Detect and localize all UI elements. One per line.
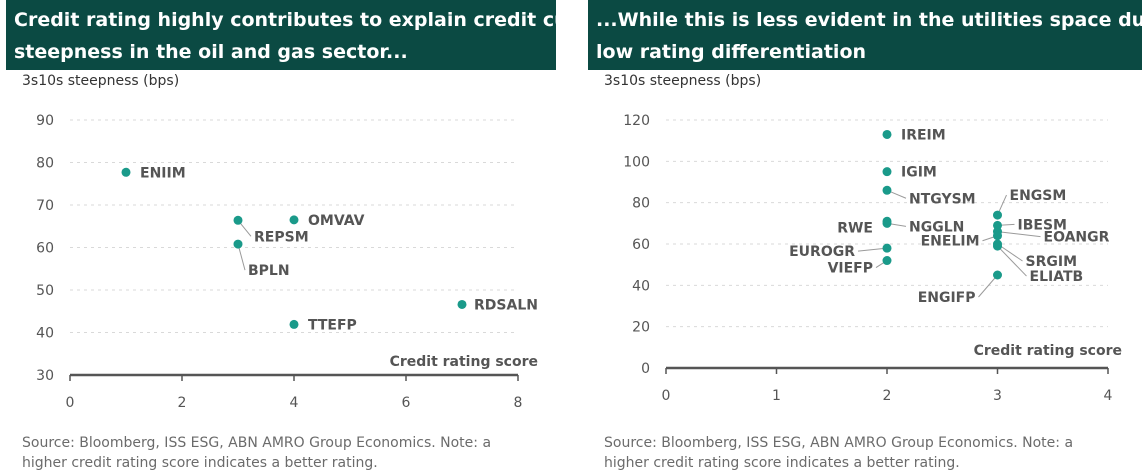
x-tick-label: 4 (1104, 388, 1113, 404)
y-axis-label: 3s10s steepness (bps) (22, 73, 180, 89)
chart-title-line-2: steepness in the oil and gas sector... (14, 41, 408, 63)
data-point-label: ENELIM (921, 234, 980, 250)
data-point-label: NGGLN (909, 219, 964, 235)
y-axis-label: 3s10s steepness (bps) (604, 73, 762, 89)
data-point-label: ENGSM (1010, 188, 1067, 204)
chart-title: Credit rating highly contributes to expl… (6, 0, 603, 70)
chart-title-line-1: ...While this is less evident in the uti… (596, 9, 1142, 31)
y-tick-label: 40 (36, 326, 54, 342)
data-point[interactable] (993, 220, 1002, 230)
data-point[interactable] (457, 299, 467, 309)
data-point-label: REPSM (254, 229, 309, 245)
data-point[interactable] (289, 319, 299, 329)
y-tick-label: 50 (36, 283, 54, 299)
utilities-panel: ...While this is less evident in the uti… (588, 0, 1142, 476)
x-axis-title: Credit rating score (974, 343, 1122, 359)
source-line-1: Source: Bloomberg, ISS ESG, ABN AMRO Gro… (604, 435, 1074, 451)
data-point-label: OMVAV (308, 213, 365, 229)
y-tick-label: 40 (632, 278, 650, 294)
x-tick-label: 2 (178, 395, 187, 411)
data-point[interactable] (289, 215, 299, 225)
data-point[interactable] (882, 218, 892, 228)
source-line-1: Source: Bloomberg, ISS ESG, ABN AMRO Gro… (22, 435, 492, 451)
x-tick-label: 1 (772, 388, 781, 404)
data-point[interactable] (882, 243, 892, 253)
data-point-label: SRGIM (1026, 254, 1078, 270)
x-tick-label: 0 (662, 388, 671, 404)
data-point-label: RDSALN (474, 297, 538, 313)
x-tick-label: 6 (402, 395, 411, 411)
y-tick-label: 70 (36, 198, 54, 214)
data-point[interactable] (882, 256, 892, 266)
y-tick-label: 80 (36, 156, 54, 172)
oil-gas-panel: Credit rating highly contributes to expl… (0, 0, 603, 476)
chart-title-line-1: Credit rating highly contributes to expl… (14, 9, 603, 31)
data-point-label: EUROGR (789, 244, 855, 260)
data-point[interactable] (882, 185, 892, 195)
x-tick-label: 3 (993, 388, 1002, 404)
leader-line (978, 274, 998, 298)
scatter-chart-oil-gas: 30 40 50 60 70 80 90 0 2 4 6 8 Credit rating score EN… (36, 113, 538, 411)
data-point-label: EOANGR (1044, 230, 1110, 246)
data-point[interactable] (233, 215, 243, 225)
data-point-label: TTEFP (308, 317, 357, 333)
y-tick-label: 80 (632, 196, 650, 212)
data-point[interactable] (993, 270, 1002, 280)
data-point-label: IGIM (901, 165, 937, 181)
y-tick-label: 60 (632, 237, 650, 253)
source-note: Source: Bloomberg, ISS ESG, ABN AMRO Gro… (604, 433, 1134, 473)
source-line-2: higher credit rating score indicates a b… (22, 455, 378, 471)
x-tick-label: 0 (66, 395, 75, 411)
x-tick-label: 4 (290, 395, 299, 411)
chart-title: ...While this is less evident in the uti… (588, 0, 1142, 70)
leader-line (857, 247, 888, 252)
chart-title-line-2: low rating differentiation (596, 41, 867, 63)
data-point-label: RWE (837, 220, 873, 236)
data-point[interactable] (993, 241, 1002, 251)
y-tick-label: 20 (632, 320, 650, 336)
data-point-label: ELIATB (1030, 269, 1084, 285)
y-tick-label: 30 (36, 368, 54, 384)
data-point-label: NTGYSM (909, 191, 976, 207)
data-point-label: ENIIM (140, 165, 186, 181)
x-axis-title: Credit rating score (390, 354, 538, 370)
data-point-label: BPLN (248, 263, 290, 279)
data-point[interactable] (993, 231, 1002, 241)
data-point-label: IBESM (1018, 217, 1067, 233)
data-point[interactable] (882, 167, 892, 177)
y-tick-label: 60 (36, 241, 54, 257)
y-tick-label: 0 (641, 361, 650, 377)
x-tick-label: 8 (514, 395, 523, 411)
source-note: Source: Bloomberg, ISS ESG, ABN AMRO Gro… (22, 433, 542, 473)
data-point[interactable] (993, 210, 1002, 220)
data-point-label: IREIM (901, 127, 946, 143)
scatter-chart-utilities: 0 20 40 60 80 100 120 0 1 2 3 4 Credit rating score I… (623, 113, 1122, 404)
y-tick-label: 90 (36, 113, 54, 129)
data-point-label: VIEFP (828, 261, 873, 277)
source-line-2: higher credit rating score indicates a b… (604, 455, 960, 471)
x-tick-label: 2 (883, 388, 892, 404)
y-tick-label: 120 (623, 113, 650, 129)
leader-line (997, 231, 1041, 238)
data-point[interactable] (121, 167, 131, 177)
data-point[interactable] (882, 129, 892, 139)
data-point[interactable] (233, 239, 243, 249)
leader-line (997, 245, 1027, 277)
y-tick-label: 100 (623, 154, 650, 170)
data-point-label: ENGIFP (918, 290, 976, 306)
